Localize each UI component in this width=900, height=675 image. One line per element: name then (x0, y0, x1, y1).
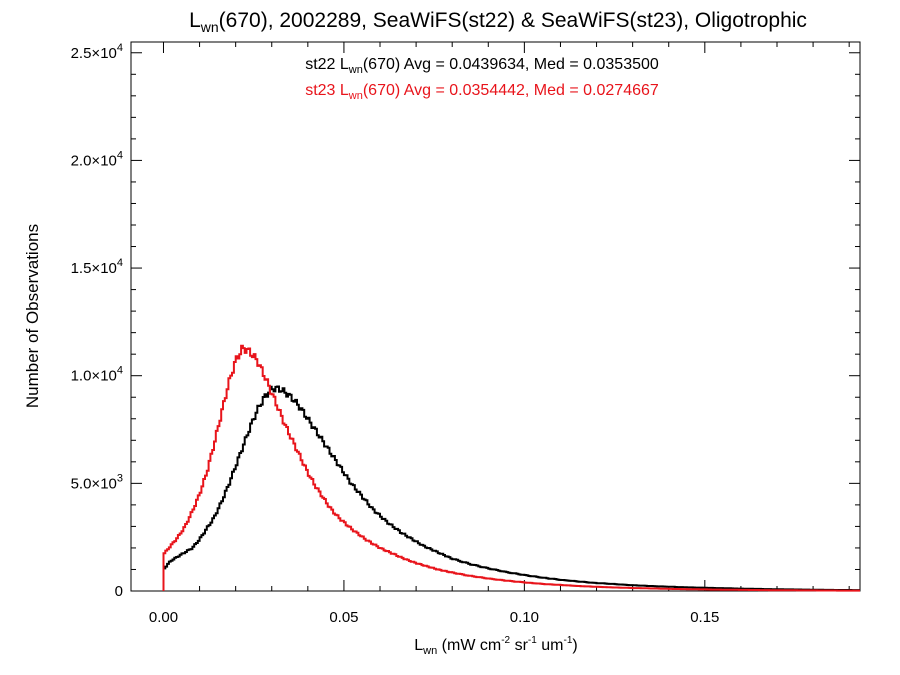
y-tick-exponent: 4 (117, 365, 123, 377)
y-tick-label: 5.0×103 (71, 472, 123, 492)
x-axis-label: Lwn (mW cm-2 sr-1 um-1) (414, 635, 577, 657)
x-label-r3: um (537, 637, 564, 654)
title-subscript: wn (200, 19, 219, 35)
annotation-st23-post: (670) Avg = 0.0354442, Med = 0.0274667 (363, 82, 659, 99)
title-text: (670), 2002289, SeaWiFS(st22) & SeaWiFS(… (219, 9, 807, 32)
y-tick-mantissa: 1.5×10 (71, 260, 117, 277)
y-tick-exponent: 4 (117, 42, 123, 54)
annotation-st22-post: (670) Avg = 0.0439634, Med = 0.0353500 (363, 56, 659, 73)
x-tick-label: 0.05 (329, 609, 358, 626)
x-axis: 0.00 0.05 0.10 0.15 (149, 42, 850, 626)
x-tick-label: 0.10 (510, 609, 539, 626)
x-label-r4: ) (572, 637, 577, 654)
chart-title: Lwn(670), 2002289, SeaWiFS(st22) & SeaWi… (189, 9, 807, 35)
annotation-st23-sub: wn (348, 90, 363, 102)
x-label-sup1: -2 (501, 635, 510, 646)
x-tick-label: 0.00 (149, 609, 178, 626)
series-group (162, 344, 860, 592)
y-tick-mantissa: 1.0×10 (71, 368, 117, 385)
series-st23-curve (162, 344, 860, 592)
annotation-st23: st23 Lwn(670) Avg = 0.0354442, Med = 0.0… (305, 82, 659, 102)
y-tick-label: 1.0×104 (71, 365, 123, 385)
annotation-st23-pre: st23 L (305, 82, 349, 99)
x-label-r1: (mW cm (437, 637, 501, 654)
x-label-r2: sr (510, 637, 528, 654)
x-label-sup3: -1 (563, 635, 572, 646)
y-tick-label: 1.5×104 (71, 257, 123, 277)
series-st22-curve (162, 385, 860, 592)
annotation-st22-sub: wn (348, 64, 363, 76)
y-tick-exponent: 3 (117, 472, 123, 484)
y-tick-exponent: 4 (117, 257, 123, 269)
y-tick-mantissa: 0 (115, 583, 123, 600)
x-tick-label: 0.15 (690, 609, 719, 626)
y-tick-mantissa: 2.5×10 (71, 45, 117, 62)
y-tick-mantissa: 5.0×10 (71, 475, 117, 492)
y-tick-label: 2.5×104 (71, 42, 123, 62)
y-tick-mantissa: 2.0×10 (71, 152, 117, 169)
annotation-st22: st22 Lwn(670) Avg = 0.0439634, Med = 0.0… (305, 56, 659, 76)
y-tick-label: 2.0×104 (71, 149, 123, 169)
title-symbol: L (189, 9, 201, 32)
plot-area (130, 41, 861, 592)
y-tick-exponent: 4 (117, 149, 123, 161)
annotation-st22-pre: st22 L (305, 56, 349, 73)
x-label-sup2: -1 (528, 635, 537, 646)
y-tick-label: 0 (115, 583, 123, 600)
x-label-symbol: L (414, 637, 423, 654)
x-label-sub: wn (422, 645, 437, 657)
y-axis-label: Number of Observations (23, 224, 42, 408)
